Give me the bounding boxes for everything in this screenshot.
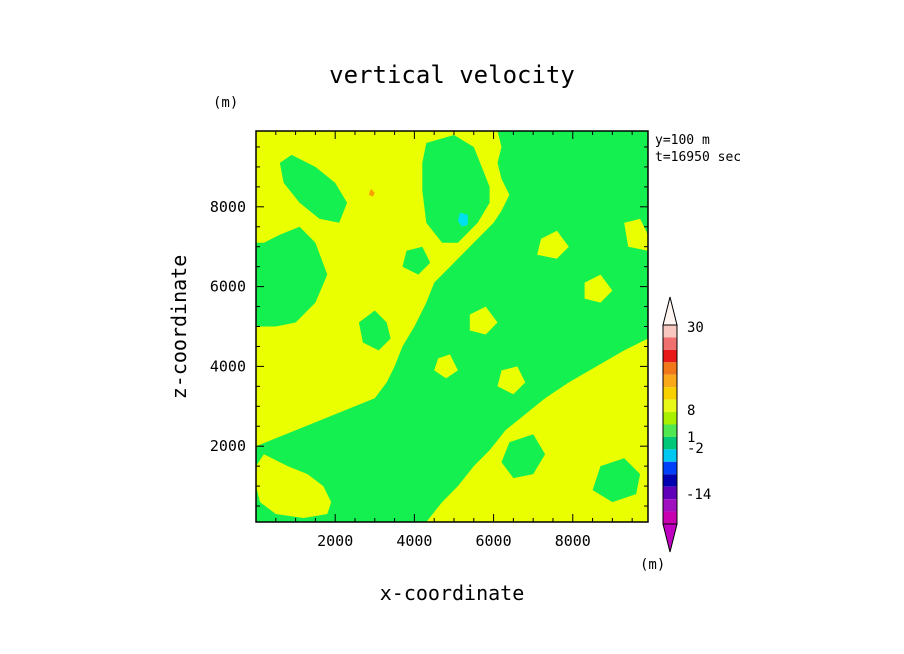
colorbar-frame xyxy=(662,324,678,525)
contour-region-green-9 xyxy=(592,458,641,503)
y-axis-title: z-coordinate xyxy=(167,255,191,400)
contour-region-green-10 xyxy=(446,450,474,479)
info-line-time: t=16950 sec xyxy=(655,150,741,165)
y-tick-label-2000: 2000 xyxy=(210,437,246,455)
colorbar-swatch-11 xyxy=(663,461,677,475)
x-axis-ticks: 2000 4000 6000 8000 xyxy=(275,131,633,550)
colorbar-swatch-14 xyxy=(663,499,677,512)
y-tick-label-4000: 4000 xyxy=(210,357,246,375)
y-tick-label-8000: 8000 xyxy=(210,198,246,216)
colorbar-swatch-15 xyxy=(663,511,677,524)
contour-region-yellow-18 xyxy=(600,410,629,439)
contour-region-yellow-14 xyxy=(537,230,569,259)
plot-area xyxy=(256,131,648,522)
y-tick-label-6000: 6000 xyxy=(210,278,246,296)
contour-region-yellow-21 xyxy=(434,354,458,379)
x-tick-label-8000: 8000 xyxy=(555,532,591,550)
y-axis-unit: (m) xyxy=(213,95,238,111)
contour-region-green-12 xyxy=(402,246,431,275)
colorbar-bottom-arrow xyxy=(662,523,678,553)
x-tick-label-4000: 4000 xyxy=(396,532,432,550)
x-axis-title: x-coordinate xyxy=(380,581,525,605)
colorbar-swatch-6 xyxy=(663,399,677,413)
colorbar-label-3: -2 xyxy=(687,441,704,457)
contour-region-yellow-15 xyxy=(584,274,613,303)
contour-region-yellow-2 xyxy=(256,454,332,518)
contour-region-green-11 xyxy=(556,154,589,187)
contour-region-yellow-19 xyxy=(549,442,577,471)
contour-region-green-7 xyxy=(521,322,577,371)
colorbar-label-1: 8 xyxy=(687,403,695,419)
colorbar-label-2: 1 xyxy=(687,430,695,446)
contour-region-yellow-17 xyxy=(497,366,526,395)
contour-region-green-6 xyxy=(319,438,375,510)
x-tick-label-6000: 6000 xyxy=(476,532,512,550)
chart-title: vertical velocity xyxy=(329,61,575,89)
x-tick-label-2000: 2000 xyxy=(317,532,353,550)
y-axis-ticks: 2000 4000 6000 8000 xyxy=(210,146,648,507)
colorbar: 30 8 1-2 -14 xyxy=(662,296,711,553)
contour-region-green-3 xyxy=(279,154,348,223)
info-line-y: y=100 m xyxy=(655,133,710,148)
contour-region-cyan-22 xyxy=(457,212,468,227)
colorbar-swatch-0 xyxy=(663,325,677,338)
colorbar-swatch-5 xyxy=(663,387,677,400)
colorbar-swatch-7 xyxy=(663,412,677,425)
contour-region-green-8 xyxy=(501,434,546,479)
colorbar-swatch-2 xyxy=(663,349,677,363)
colorbar-swatch-1 xyxy=(663,337,677,350)
colorbar-swatch-8 xyxy=(663,424,677,437)
contour-region-yellow-20 xyxy=(624,218,648,251)
contour-region-yellow-1 xyxy=(426,338,648,522)
colorbar-label-4: -14 xyxy=(686,487,711,503)
colorbar-swatch-3 xyxy=(663,362,677,375)
contour-region-green-13 xyxy=(481,386,514,419)
contour-regions xyxy=(256,131,648,522)
contour-region-yellow-16 xyxy=(469,306,498,335)
colorbar-unit: (m) xyxy=(640,557,665,573)
contour-region-green-4 xyxy=(422,135,490,243)
colorbar-top-arrow xyxy=(662,296,678,326)
colorbar-swatch-10 xyxy=(663,449,677,462)
colorbar-swatch-9 xyxy=(663,436,677,450)
colorbar-swatch-4 xyxy=(663,374,677,388)
contour-region-orange-23 xyxy=(368,188,375,197)
colorbar-label-0: 30 xyxy=(687,320,704,336)
colorbar-swatch-13 xyxy=(663,486,677,500)
contour-region-green-5 xyxy=(358,310,391,351)
colorbar-swatch-12 xyxy=(663,474,677,487)
